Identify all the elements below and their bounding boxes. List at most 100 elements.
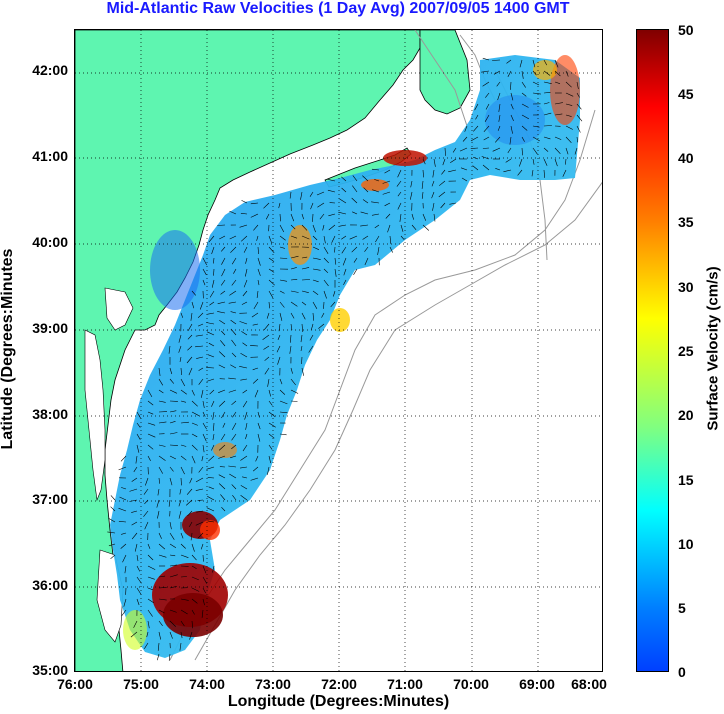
- velocity-arrow: [147, 444, 154, 450]
- colorbar-tick-label: 0: [678, 664, 686, 680]
- velocity-arrow: [460, 167, 468, 171]
- velocity-arrow: [231, 444, 237, 450]
- y-axis-label: Latitude (Degrees:Minutes: [0, 248, 16, 450]
- velocity-arrow: [510, 81, 512, 90]
- velocity-arrow: [262, 334, 270, 340]
- velocity-arrow: [240, 485, 248, 490]
- velocity-arrow: [136, 422, 141, 428]
- velocity-arrow: [268, 279, 275, 286]
- velocity-arrow: [532, 70, 537, 76]
- velocity-arrow: [158, 378, 164, 386]
- velocity-arrow: [576, 114, 583, 122]
- velocity-arrow: [521, 103, 529, 108]
- velocity-arrow: [240, 378, 248, 381]
- velocity-arrow: [202, 279, 206, 286]
- velocity-arrow: [322, 224, 325, 231]
- velocity-arrow: [239, 321, 248, 325]
- velocity-arrow: [244, 411, 248, 420]
- velocity-arrow: [180, 477, 182, 486]
- velocity-arrow: [279, 213, 281, 222]
- velocity-arrow: [241, 331, 248, 336]
- velocity-arrow: [187, 510, 193, 517]
- velocity-arrow: [209, 389, 215, 395]
- velocity-arrow: [136, 598, 140, 606]
- velocity-arrow: [252, 323, 259, 326]
- velocity-arrow: [279, 257, 288, 259]
- velocity-arrow: [218, 351, 226, 358]
- velocity-arrow: [135, 455, 138, 464]
- velocity-arrow: [191, 301, 195, 309]
- velocity-arrow: [242, 342, 248, 347]
- velocity-arrow: [208, 235, 215, 243]
- velocity-arrow: [147, 422, 156, 426]
- velocity-arrow: [180, 576, 187, 578]
- velocity-arrow: [245, 257, 248, 264]
- velocity-arrow: [498, 114, 501, 122]
- velocity-arrow: [121, 609, 127, 617]
- velocity-arrow: [301, 235, 310, 240]
- map-plot-area: [74, 29, 603, 672]
- velocity-arrow: [158, 587, 167, 589]
- velocity-arrow: [133, 620, 138, 628]
- velocity-arrow: [312, 290, 319, 295]
- velocity-arrow: [481, 70, 490, 73]
- x-tick-label: 70:00: [453, 676, 489, 692]
- velocity-arrow: [208, 486, 215, 490]
- velocity-arrow: [180, 466, 185, 475]
- velocity-arrow: [543, 169, 545, 178]
- velocity-arrow: [180, 367, 182, 376]
- velocity-arrow: [397, 169, 402, 178]
- velocity-arrow: [265, 213, 270, 220]
- velocity-arrow: [118, 507, 127, 512]
- velocity-arrow: [230, 246, 237, 253]
- velocity-arrow: [229, 473, 237, 479]
- colorbar-tick-label: 40: [678, 150, 694, 166]
- velocity-arrow: [147, 587, 153, 591]
- velocity-arrow: [253, 301, 259, 310]
- velocity-arrow: [318, 323, 325, 329]
- velocity-arrow: [146, 631, 149, 638]
- colorbar-tick-label: 15: [678, 472, 694, 488]
- velocity-arrow: [503, 169, 512, 173]
- velocity-arrow: [397, 191, 402, 197]
- velocity-arrow: [251, 312, 259, 318]
- velocity-arrow: [212, 411, 215, 420]
- velocity-arrow: [461, 177, 468, 182]
- velocity-arrow: [290, 323, 293, 331]
- map-canvas: [75, 30, 602, 671]
- y-tick-label: 41:00: [32, 148, 68, 164]
- velocity-arrow: [422, 224, 430, 231]
- velocity-arrow: [240, 353, 248, 358]
- velocity-arrow: [290, 255, 299, 259]
- velocity-arrow: [481, 156, 490, 160]
- velocity-arrow: [312, 257, 321, 260]
- velocity-arrow: [387, 224, 391, 233]
- velocity-arrow: [342, 257, 347, 266]
- velocity-arrow: [129, 488, 138, 492]
- velocity-arrow: [263, 345, 270, 350]
- velocity-arrow: [562, 169, 567, 177]
- velocity-arrow: [147, 609, 153, 617]
- velocity-arrow: [352, 211, 358, 215]
- velocity-arrow: [492, 59, 501, 61]
- velocity-arrow: [124, 565, 127, 574]
- velocity-arrow: [201, 455, 204, 462]
- velocity-arrow: [157, 653, 160, 661]
- velocity-arrow: [462, 136, 468, 142]
- colorbar-tick-label: 30: [678, 279, 694, 295]
- velocity-arrow: [190, 312, 193, 321]
- velocity-arrow: [554, 147, 561, 155]
- colorbar-tick-label: 20: [678, 407, 694, 423]
- velocity-arrow: [328, 213, 336, 217]
- velocity-arrow: [410, 180, 413, 188]
- velocity-arrow: [245, 433, 248, 440]
- velocity-arrow: [254, 389, 259, 398]
- velocity-arrow: [191, 598, 198, 604]
- velocity-arrow: [352, 185, 358, 193]
- velocity-arrow: [169, 609, 177, 613]
- velocity-arrow: [158, 620, 163, 626]
- velocity-arrow: [197, 323, 204, 327]
- velocity-arrow: [334, 257, 337, 265]
- velocity-arrow: [374, 224, 380, 229]
- velocity-arrow: [442, 158, 446, 166]
